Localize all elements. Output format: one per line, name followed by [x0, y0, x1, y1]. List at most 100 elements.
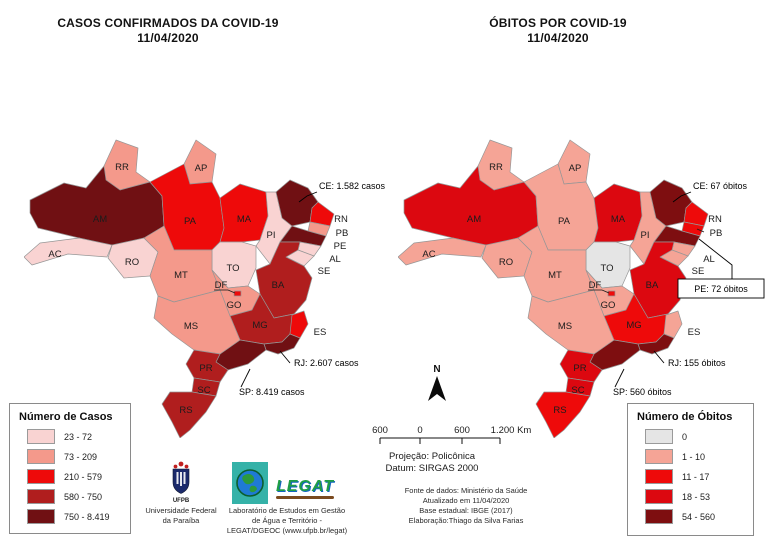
state-label-rr: RR: [489, 162, 503, 173]
brazil-geometry: RR AP AM AC RO PA MA PI TO MT BA GO MS M…: [24, 139, 349, 438]
scalebar-label-0: 600: [372, 425, 388, 436]
legend-cases: Número de Casos 23 - 72 73 - 209 210 - 579…: [9, 403, 131, 534]
state-rs: [161, 391, 217, 438]
state-label-ap: AP: [569, 163, 582, 174]
legend-item: 23 - 72: [27, 429, 121, 444]
sp-obitos-annotation: SP: 560 óbitos: [613, 387, 672, 397]
state-label-ac: AC: [422, 249, 435, 260]
state-label-pa: PA: [558, 216, 571, 227]
state-label-mg: MG: [626, 320, 641, 331]
legend-item: 54 - 560: [645, 509, 744, 524]
ce-leader-line: [298, 191, 318, 203]
legend-swatch: [27, 429, 55, 444]
pe-leader-line: [698, 238, 733, 279]
state-label-se: SE: [692, 266, 705, 277]
legat-wordmark-soil: [276, 496, 334, 499]
legend-label: 54 - 560: [682, 511, 716, 522]
state-label-es: ES: [314, 327, 327, 338]
state-ma: [219, 183, 269, 243]
rj-leader-line: [279, 350, 291, 364]
scalebar-label-2: 600: [454, 425, 470, 436]
state-label-ma: MA: [237, 214, 252, 225]
state-label-pb: PB: [336, 228, 349, 239]
projection-line: Projeção: Policônica: [388, 451, 476, 462]
scalebar-label-1: 0: [417, 425, 422, 436]
state-label-al: AL: [329, 254, 341, 265]
legend-cases-rows: 23 - 72 73 - 209 210 - 579 580 - 750 750 - 8…: [19, 429, 121, 524]
state-label-pi: PI: [641, 230, 650, 241]
legend-swatch: [27, 469, 55, 484]
state-label-mt: MT: [548, 270, 562, 281]
north-arrow-icon: [428, 376, 446, 401]
legat-caption-line1: Laboratório de Estudos em Gestão: [228, 506, 346, 515]
state-label-df: DF: [589, 280, 602, 291]
legend-label: 18 - 53: [682, 491, 711, 502]
state-rs: [535, 391, 591, 438]
state-label-ro: RO: [125, 257, 139, 268]
sp-cases-annotation: SP: 8.419 casos: [239, 387, 305, 397]
state-label-pb: PB: [710, 228, 723, 239]
legend-item: 1 - 10: [645, 449, 744, 464]
legend-swatch: [27, 489, 55, 504]
legend-item: 750 - 8.419: [27, 509, 121, 524]
state-ms: [153, 289, 241, 355]
ce-obitos-annotation: CE: 67 óbitos: [693, 181, 748, 191]
state-label-rr: RR: [115, 162, 129, 173]
obitos-map-title: ÓBITOS POR COVID-19 11/04/2020: [410, 16, 706, 46]
state-ma: [593, 183, 643, 243]
ufpb-caption-line1: Universidade Federal: [145, 506, 217, 515]
legend-item: 580 - 750: [27, 489, 121, 504]
state-rn: [683, 201, 709, 227]
state-label-ms: MS: [558, 321, 572, 332]
legend-swatch: [645, 489, 673, 504]
state-label-df: DF: [215, 280, 228, 291]
state-rj: [263, 333, 301, 355]
state-label-sc: SC: [571, 385, 584, 396]
state-label-ap: AP: [195, 163, 208, 174]
sp-leader-line: [614, 368, 625, 388]
north-label: N: [433, 364, 441, 375]
state-pr: [185, 349, 229, 383]
legend-obitos: Número de Óbitos 0 1 - 10 11 - 17 18 - 53 54…: [627, 403, 754, 536]
legend-item: 210 - 579: [27, 469, 121, 484]
state-pr: [559, 349, 603, 383]
legend-cases-title: Número de Casos: [19, 411, 113, 423]
legat-wordmark: LEGAT: [273, 478, 337, 499]
state-label-to: TO: [600, 263, 613, 274]
legend-item: 18 - 53: [645, 489, 744, 504]
cases-map-title: CASOS CONFIRMADOS DA COVID-19 11/04/2020: [20, 16, 316, 46]
map-cases-annotations: PE CE: 1.582 casos RJ: 2.607 casos SP: 8…: [239, 181, 386, 397]
state-label-ma: MA: [611, 214, 626, 225]
state-label-am: AM: [467, 214, 481, 225]
df-connector-line: [227, 289, 236, 294]
ce-cases-annotation: CE: 1.582 casos: [319, 181, 386, 191]
cases-title-date: 11/04/2020: [137, 31, 199, 45]
legend-label: 210 - 579: [64, 471, 103, 482]
legend-label: 750 - 8.419: [64, 511, 110, 522]
legend-item: 11 - 17: [645, 469, 744, 484]
pb-leader-line: [696, 228, 705, 233]
state-label-ba: BA: [272, 280, 285, 291]
legat-caption-line2: de Água e Território -: [252, 516, 322, 525]
rj-cases-annotation: RJ: 2.607 casos: [294, 358, 359, 368]
state-label-es: ES: [688, 327, 701, 338]
obitos-title-date: 11/04/2020: [527, 31, 589, 45]
legend-swatch: [645, 449, 673, 464]
pe-annotation-box: [677, 278, 765, 299]
legend-label: 0: [682, 431, 688, 442]
map-obitos: RR AP AM AC RO PA MA PI TO MT BA GO MS M…: [398, 139, 765, 438]
map-cases: RR AP AM AC RO PA MA PI TO MT BA GO MS M…: [24, 139, 386, 438]
state-label-pa: PA: [184, 216, 197, 227]
projection-note: Projeção: Policônica Datum: SIRGAS 2000: [356, 451, 508, 475]
source-line3: Base estadual: IBGE (2017): [419, 506, 513, 515]
state-label-se: SE: [318, 266, 331, 277]
legend-label: 11 - 17: [682, 471, 710, 482]
state-rj: [637, 333, 675, 355]
state-label-ms: MS: [184, 321, 198, 332]
legend-label: 580 - 750: [64, 491, 103, 502]
datum-line: Datum: SIRGAS 2000: [385, 463, 479, 474]
state-label-am: AM: [93, 214, 107, 225]
state-label-rs: RS: [179, 405, 192, 416]
cases-title-line1: CASOS CONFIRMADOS DA COVID-19: [57, 16, 279, 30]
legend-swatch: [645, 429, 673, 444]
